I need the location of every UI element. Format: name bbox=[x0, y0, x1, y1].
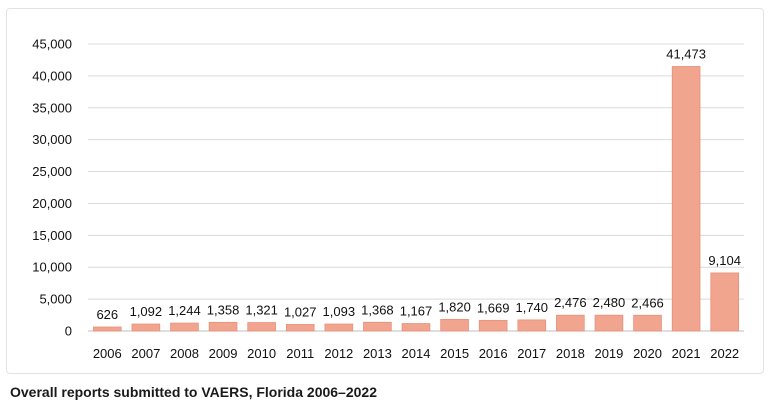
x-tick-label: 2009 bbox=[209, 346, 238, 361]
y-axis-ticks: 0 5,000 10,000 15,000 20,000 25,000 30,000 35,0… bbox=[32, 37, 72, 339]
y-tick-label: 35,000 bbox=[32, 100, 72, 115]
y-tick-label: 0 bbox=[65, 324, 72, 339]
x-tick-label: 2019 bbox=[594, 346, 623, 361]
bar-2021 bbox=[671, 66, 701, 332]
y-tick-label: 40,000 bbox=[32, 68, 72, 83]
data-label-2018: 2,476 bbox=[554, 295, 587, 310]
y-tick-label: 25,000 bbox=[32, 164, 72, 179]
data-label-2013: 1,368 bbox=[361, 302, 394, 317]
bar-2012 bbox=[324, 323, 354, 332]
y-tick-label: 15,000 bbox=[32, 228, 72, 243]
bar-2007 bbox=[131, 323, 161, 332]
chart-frame bbox=[6, 8, 764, 374]
x-tick-label: 2016 bbox=[479, 346, 508, 361]
y-tick-label: 45,000 bbox=[32, 37, 72, 52]
bar-2018 bbox=[556, 314, 585, 332]
x-tick-label: 2018 bbox=[556, 346, 585, 361]
data-label-2009: 1,358 bbox=[207, 302, 240, 317]
gridlines bbox=[88, 43, 744, 332]
x-tick-label: 2015 bbox=[440, 346, 469, 361]
data-label-2019: 2,480 bbox=[593, 295, 626, 310]
data-label-2008: 1,244 bbox=[168, 303, 201, 318]
bar-2009 bbox=[208, 321, 238, 332]
data-label-2010: 1,321 bbox=[245, 303, 278, 318]
data-label-2022: 9,104 bbox=[708, 253, 741, 268]
data-label-2011: 1,027 bbox=[284, 304, 317, 319]
bar-2020 bbox=[633, 314, 662, 332]
x-tick-label: 2011 bbox=[286, 346, 314, 361]
bar-2019 bbox=[594, 314, 624, 332]
y-tick-label: 30,000 bbox=[32, 132, 72, 147]
x-tick-label: 2020 bbox=[633, 346, 662, 361]
x-tick-label: 2017 bbox=[517, 346, 546, 361]
bar-2006 bbox=[93, 326, 122, 332]
x-tick-label: 2008 bbox=[170, 346, 199, 361]
data-label-2006: 626 bbox=[96, 307, 118, 322]
bar-2017 bbox=[517, 319, 547, 332]
bar-2013 bbox=[363, 321, 392, 332]
data-label-2014: 1,167 bbox=[400, 304, 433, 319]
x-tick-label: 2014 bbox=[402, 346, 431, 361]
bar-2010 bbox=[247, 322, 276, 332]
data-label-2016: 1,669 bbox=[477, 300, 510, 315]
x-tick-label: 2022 bbox=[710, 346, 739, 361]
chart-caption: Overall reports submitted to VAERS, Flor… bbox=[10, 384, 377, 400]
y-tick-label: 20,000 bbox=[32, 196, 72, 211]
bar-2016 bbox=[478, 319, 508, 332]
bar-2008 bbox=[170, 322, 199, 332]
x-tick-label: 2007 bbox=[131, 346, 160, 361]
x-tick-label: 2013 bbox=[363, 346, 392, 361]
bar-2015 bbox=[440, 318, 469, 332]
data-label-2015: 1,820 bbox=[438, 299, 471, 314]
bar-chart: 626 1,092 1,244 1,358 1,321 1,027 1,093 1,368 1,… bbox=[32, 37, 744, 361]
x-tick-label: 2021 bbox=[672, 346, 701, 361]
data-label-2012: 1,093 bbox=[323, 304, 356, 319]
data-label-2021: 41,473 bbox=[666, 46, 706, 61]
data-label-2020: 2,466 bbox=[631, 295, 664, 310]
data-label-2017: 1,740 bbox=[515, 300, 548, 315]
x-axis-ticks: 2006 2007 2008 2009 2010 2011 2012 2013 2014 2015… bbox=[93, 346, 739, 361]
y-tick-label: 5,000 bbox=[39, 292, 72, 307]
bar-2014 bbox=[401, 323, 431, 332]
bar-2022 bbox=[710, 272, 739, 332]
x-tick-label: 2006 bbox=[93, 346, 122, 361]
x-tick-label: 2010 bbox=[247, 346, 276, 361]
data-labels: 626 1,092 1,244 1,358 1,321 1,027 1,093 1,368 1,… bbox=[96, 46, 741, 322]
bars bbox=[93, 66, 739, 332]
data-label-2007: 1,092 bbox=[130, 304, 163, 319]
x-tick-label: 2012 bbox=[324, 346, 353, 361]
y-tick-label: 10,000 bbox=[32, 260, 72, 275]
bar-2011 bbox=[285, 324, 315, 332]
